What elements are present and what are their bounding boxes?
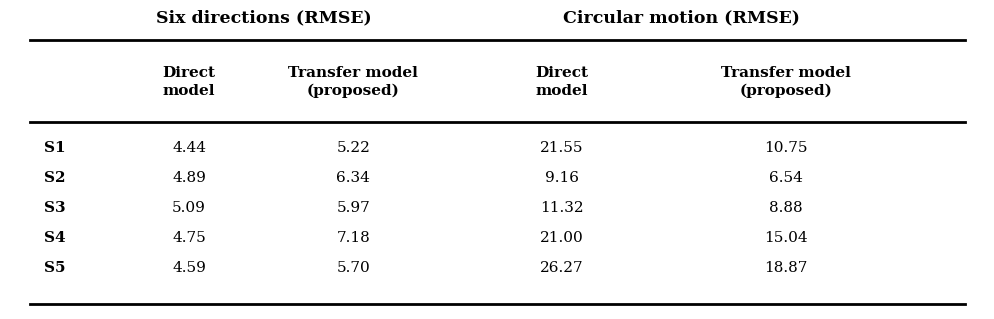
Text: 4.59: 4.59 [172,261,206,275]
Text: 10.75: 10.75 [763,141,807,155]
Text: S2: S2 [44,171,66,185]
Text: S3: S3 [44,201,66,215]
Text: 6.54: 6.54 [768,171,802,185]
Text: 5.70: 5.70 [336,261,370,275]
Text: S5: S5 [44,261,66,275]
Text: Direct
model: Direct model [162,66,216,98]
Text: Circular motion (RMSE): Circular motion (RMSE) [563,10,799,26]
Text: 4.75: 4.75 [172,231,206,245]
Text: S4: S4 [44,231,66,245]
Text: 5.97: 5.97 [336,201,370,215]
Text: 5.09: 5.09 [172,201,206,215]
Text: S1: S1 [44,141,66,155]
Text: 8.88: 8.88 [768,201,802,215]
Text: Transfer model
(proposed): Transfer model (proposed) [288,66,417,98]
Text: 21.00: 21.00 [540,231,583,245]
Text: 6.34: 6.34 [336,171,370,185]
Text: 9.16: 9.16 [545,171,579,185]
Text: Transfer model
(proposed): Transfer model (proposed) [721,66,850,98]
Text: 15.04: 15.04 [763,231,807,245]
Text: Direct
model: Direct model [535,66,588,98]
Text: 4.89: 4.89 [172,171,206,185]
Text: 5.22: 5.22 [336,141,370,155]
Text: 4.44: 4.44 [172,141,206,155]
Text: 7.18: 7.18 [336,231,370,245]
Text: 21.55: 21.55 [540,141,583,155]
Text: 18.87: 18.87 [763,261,807,275]
Text: 11.32: 11.32 [540,201,583,215]
Text: Six directions (RMSE): Six directions (RMSE) [156,10,371,26]
Text: 26.27: 26.27 [540,261,583,275]
